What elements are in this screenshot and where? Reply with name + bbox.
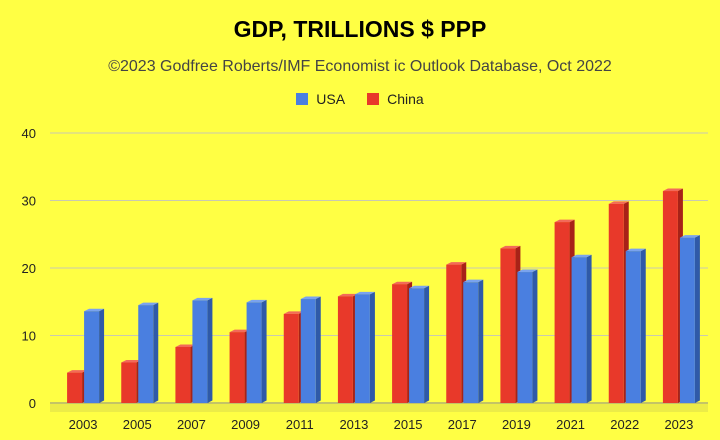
bar-side bbox=[261, 299, 267, 403]
bar-top bbox=[554, 219, 575, 223]
bar-usa-2019 bbox=[517, 272, 533, 403]
x-tick-label: 2023 bbox=[664, 417, 693, 432]
bar-china-2007 bbox=[175, 346, 191, 403]
bar-china-2013 bbox=[337, 296, 353, 403]
y-tick-label: 10 bbox=[22, 329, 36, 344]
legend-item-china: China bbox=[367, 91, 424, 107]
bar-top bbox=[463, 279, 484, 283]
bar-china-2011 bbox=[283, 313, 299, 403]
bar-china-2015 bbox=[392, 284, 408, 403]
legend-swatch-china bbox=[367, 93, 380, 105]
bar-side bbox=[640, 248, 646, 403]
bar-usa-2017 bbox=[463, 282, 479, 403]
bar-china-2022 bbox=[608, 203, 624, 403]
bar-top bbox=[517, 269, 538, 273]
bar-top bbox=[679, 235, 700, 238]
bar-usa-2011 bbox=[300, 299, 316, 403]
bar-side bbox=[99, 308, 105, 403]
bar-top bbox=[625, 248, 646, 252]
legend-label-usa: USA bbox=[316, 91, 346, 107]
x-tick-label: 2015 bbox=[394, 417, 423, 432]
bar-top bbox=[67, 370, 88, 373]
bar-top bbox=[392, 281, 413, 285]
bar-top bbox=[283, 311, 304, 314]
plot-baseline-band bbox=[50, 404, 708, 412]
bar-usa-2007 bbox=[192, 300, 208, 403]
bar-side bbox=[478, 279, 484, 403]
y-tick-label: 0 bbox=[29, 396, 36, 411]
bar-usa-2009 bbox=[246, 302, 262, 403]
bar-top bbox=[121, 360, 142, 363]
bar-top bbox=[229, 329, 250, 333]
x-tick-label: 2003 bbox=[69, 417, 98, 432]
bar-usa-2005 bbox=[138, 305, 154, 403]
bar-china-2023 bbox=[662, 191, 678, 403]
bar-top bbox=[409, 285, 430, 289]
x-tick-label: 2021 bbox=[556, 417, 585, 432]
bar-side bbox=[207, 297, 213, 403]
bar-top bbox=[446, 262, 467, 265]
bar-top bbox=[192, 297, 213, 301]
bar-side bbox=[315, 296, 321, 403]
bar-top bbox=[500, 245, 521, 249]
chart-subtitle: ©2023 Godfree Roberts/IMF Economist ic O… bbox=[108, 58, 612, 75]
bar-usa-2023 bbox=[679, 237, 695, 403]
bar-top bbox=[84, 308, 105, 312]
bar-china-2017 bbox=[446, 264, 462, 403]
legend-swatch-usa bbox=[296, 93, 309, 105]
legend: USA China bbox=[0, 91, 720, 107]
x-tick-label: 2007 bbox=[177, 417, 206, 432]
bar-top bbox=[571, 254, 592, 258]
bar-top bbox=[175, 344, 196, 347]
x-tick-label: 2013 bbox=[339, 417, 368, 432]
bar-side bbox=[424, 285, 430, 403]
bar-side bbox=[369, 291, 375, 403]
bar-side bbox=[532, 269, 538, 403]
y-tick-label: 30 bbox=[22, 194, 36, 209]
bar-side bbox=[586, 254, 592, 403]
bar-top bbox=[337, 293, 358, 297]
bar-top bbox=[662, 188, 683, 192]
bar-china-2009 bbox=[229, 332, 245, 403]
bar-usa-2021 bbox=[571, 257, 587, 403]
bar-usa-2015 bbox=[409, 288, 425, 403]
bar-side bbox=[153, 302, 159, 403]
y-tick-label: 20 bbox=[22, 261, 36, 276]
x-tick-label: 2011 bbox=[286, 417, 314, 432]
bar-usa-2022 bbox=[625, 251, 641, 403]
bar-top bbox=[608, 201, 629, 204]
bar-china-2003 bbox=[67, 372, 83, 403]
chart-title: GDP, TRILLIONS $ PPP bbox=[233, 16, 487, 42]
bar-side bbox=[694, 235, 700, 403]
x-tick-label: 2005 bbox=[123, 417, 152, 432]
x-tick-label: 2009 bbox=[231, 417, 260, 432]
bar-usa-2003 bbox=[84, 311, 100, 403]
bar-top bbox=[138, 302, 159, 306]
x-tick-label: 2019 bbox=[502, 417, 531, 432]
bar-usa-2013 bbox=[354, 294, 370, 403]
x-tick-label: 2017 bbox=[448, 417, 477, 432]
bar-china-2019 bbox=[500, 248, 516, 403]
legend-label-china: China bbox=[387, 91, 424, 107]
bar-china-2021 bbox=[554, 222, 570, 403]
bar-top bbox=[300, 296, 321, 300]
bar-top bbox=[246, 299, 267, 303]
bar-china-2005 bbox=[121, 362, 137, 403]
bar-top bbox=[354, 291, 375, 295]
legend-item-usa: USA bbox=[296, 91, 345, 107]
x-tick-label: 2022 bbox=[610, 417, 639, 432]
y-tick-label: 40 bbox=[22, 126, 36, 141]
